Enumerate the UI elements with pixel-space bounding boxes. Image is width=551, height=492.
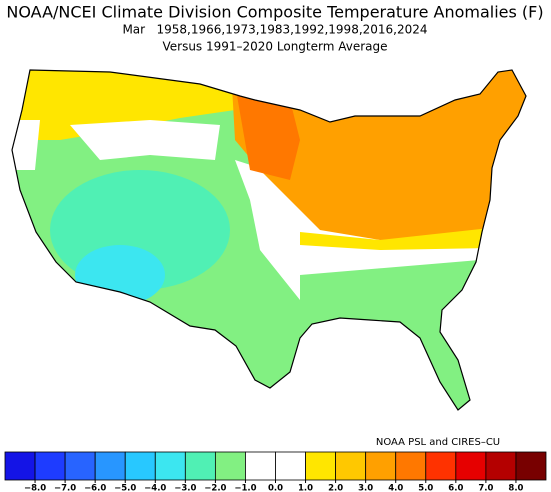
colorbar-box [64, 451, 96, 481]
subtitle: Mar 1958,1966,1973,1983,1992,1998,2016,2… [122, 23, 427, 37]
map [12, 70, 526, 410]
colorbar-box [455, 451, 487, 481]
colorbar-box [214, 451, 246, 481]
colorbar-label: 6.0 [448, 484, 463, 492]
colorbar-label: −1.0 [234, 484, 256, 492]
colorbar-box [515, 451, 547, 481]
colorbar-label: −8.0 [24, 484, 46, 492]
colorbar-box [4, 451, 36, 481]
colorbar-box [124, 451, 156, 481]
credit: NOAA PSL and CIRES–CU [376, 437, 500, 448]
colorbar-label: −2.0 [204, 484, 226, 492]
colorbar-box [154, 451, 186, 481]
colorbar-box [275, 451, 306, 481]
colorbar-label: 8.0 [508, 484, 523, 492]
colorbar-label: 0.0 [268, 484, 283, 492]
baseline-note: Versus 1991–2020 Longterm Average [162, 40, 387, 54]
colorbar-box [34, 451, 66, 481]
colorbar-label: −7.0 [54, 484, 76, 492]
colorbar-box [305, 451, 337, 481]
colorbar-label: 5.0 [418, 484, 433, 492]
colorbar-label: 1.0 [298, 484, 313, 492]
colorbar-label: 4.0 [388, 484, 403, 492]
title: NOAA/NCEI Climate Division Composite Tem… [6, 3, 543, 22]
colorbar-label: −5.0 [114, 484, 136, 492]
colorbar-box [395, 451, 427, 481]
colorbar-box [425, 451, 457, 481]
colorbar-label: −3.0 [174, 484, 196, 492]
colorbar-label: 7.0 [478, 484, 493, 492]
colorbar-box [184, 451, 216, 481]
colorbar-label: −4.0 [144, 484, 166, 492]
colorbar-label: 3.0 [358, 484, 373, 492]
colorbar-box [365, 451, 397, 481]
colorbar-label: 2.0 [328, 484, 343, 492]
colorbar-box [245, 451, 276, 481]
colorbar: −8.0 −7.0 −6.0 −5.0 −4.0 −3.0 −2.0 −1.0 0.0 1.0 2.… [4, 451, 547, 492]
colorbar-box [335, 451, 367, 481]
colorbar-label: −6.0 [84, 484, 106, 492]
colorbar-box [485, 451, 517, 481]
colorbar-box [94, 451, 126, 481]
